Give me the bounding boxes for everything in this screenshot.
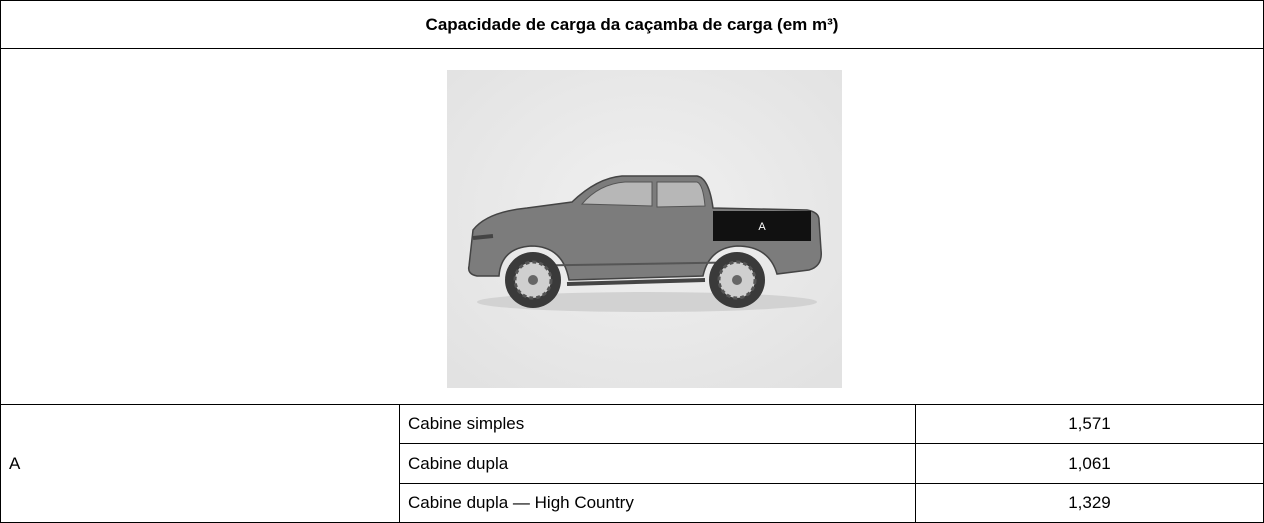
wheel [709,252,765,308]
capacity: 1,061 [915,443,1264,484]
truck-figure: A [447,70,842,388]
figure-label: A [758,221,766,233]
figure-cell: A [0,48,1264,405]
cargo-bed [713,211,811,241]
variant: Cabine simples [399,404,916,444]
capacity: 1,329 [915,483,1264,523]
variant: Cabine dupla — High Country [399,483,916,523]
capacity: 1,571 [915,404,1264,444]
header-title: Capacidade de carga da caçamba de carga … [0,0,1264,49]
group-label: A [0,404,400,523]
wheel [505,252,561,308]
variant: Cabine dupla [399,443,916,484]
